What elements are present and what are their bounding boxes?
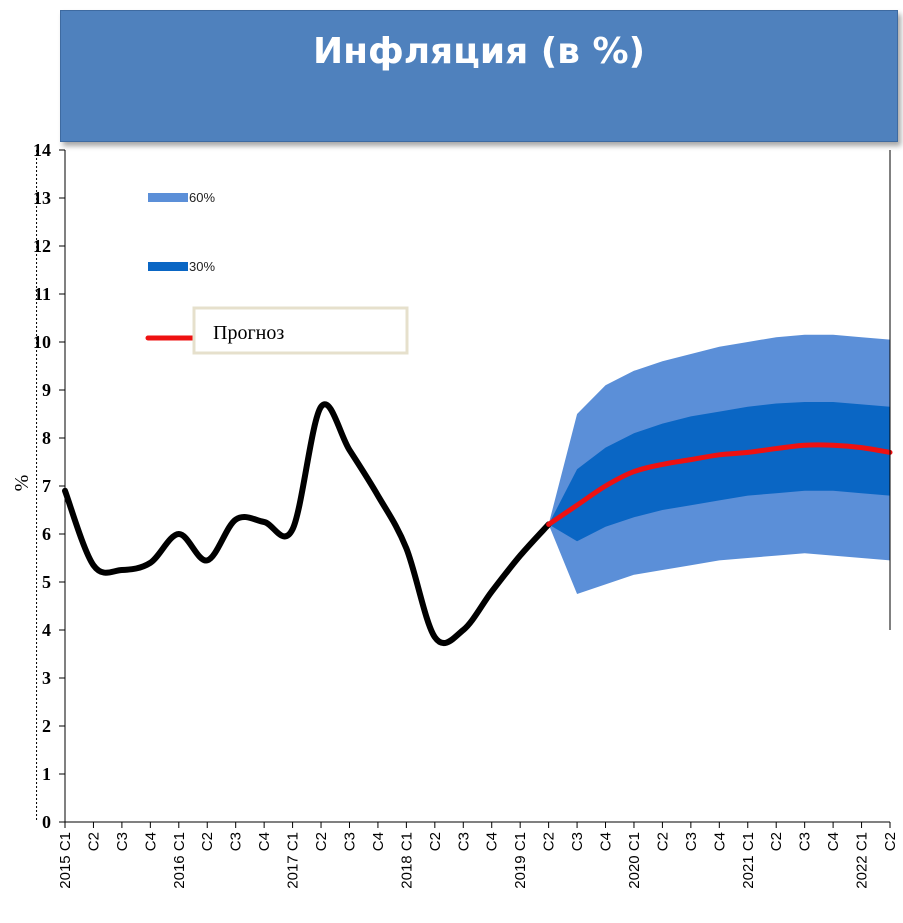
x-tick-label: С4: [142, 832, 159, 851]
x-tick-label: С3: [797, 832, 814, 851]
legend-swatch-30: [148, 262, 188, 271]
x-tick-label: С4: [256, 832, 273, 851]
y-tick-label: 14: [33, 140, 51, 160]
y-tick-label: 6: [42, 524, 51, 544]
forecast-line: [546, 442, 893, 527]
x-tick-label: 2019 С1: [512, 832, 529, 889]
x-tick-label: 2018 С1: [398, 832, 415, 889]
x-tick-label: С4: [711, 832, 728, 851]
y-tick-label: 12: [33, 236, 51, 256]
x-tick-label: 2017 С1: [285, 832, 302, 889]
x-tick-label: 2022 С1: [854, 832, 871, 889]
y-tick-label: 0: [42, 812, 51, 832]
x-tick-label: С2: [882, 832, 899, 851]
y-tick-label: 1: [42, 764, 51, 784]
actual-line: [62, 401, 552, 646]
x-tick-label: С4: [370, 832, 387, 851]
y-tick-label: 5: [42, 572, 51, 592]
x-tick-label: С4: [825, 832, 842, 851]
x-tick-label: С3: [228, 832, 245, 851]
y-axis-label: %: [11, 475, 33, 492]
x-tick-label: 2020 С1: [626, 832, 643, 889]
y-tick-label: 3: [42, 668, 51, 688]
confidence-bands: [548, 334, 890, 594]
title-banner: Инфляция (в %): [60, 10, 898, 142]
x-tick-label: С3: [683, 832, 700, 851]
y-tick-label: 7: [42, 476, 51, 496]
legend: 60% 30% Прогноз: [145, 190, 409, 355]
x-tick-label: С4: [484, 832, 501, 851]
x-tick-label: 2015 С1: [57, 832, 74, 889]
x-tick-label: С3: [341, 832, 358, 851]
legend-label-30: 30%: [189, 259, 215, 274]
x-tick-label: 2021 С1: [740, 832, 757, 889]
x-tick-label: 2016 С1: [171, 832, 188, 889]
series-lines: [62, 401, 893, 646]
y-tick-label: 11: [34, 284, 51, 304]
y-tick-label: 9: [42, 380, 51, 400]
x-tick-label: С2: [541, 832, 558, 851]
x-tick-label: С2: [654, 832, 671, 851]
y-tick-label: 10: [33, 332, 51, 352]
x-tick-label: С2: [313, 832, 330, 851]
x-tick-label: С3: [114, 832, 131, 851]
legend-swatch-60: [148, 193, 188, 202]
y-tick-label: 4: [42, 620, 51, 640]
y-tick-label: 8: [42, 428, 51, 448]
chart-title: Инфляция (в %): [312, 31, 646, 72]
x-tick-label: С3: [569, 832, 586, 851]
band-30pct: [548, 402, 890, 542]
y-tick-label: 2: [42, 716, 51, 736]
x-tick-label: С2: [768, 832, 785, 851]
legend-label-60: 60%: [189, 190, 215, 205]
legend-label-forecast: Прогноз: [213, 322, 284, 344]
x-tick-label: С3: [455, 832, 472, 851]
x-tick-label: С2: [85, 832, 102, 851]
x-tick-label: С2: [427, 832, 444, 851]
y-tick-label: 13: [33, 188, 51, 208]
legend-forecast-box: [192, 306, 409, 355]
x-tick-label: С4: [598, 832, 615, 851]
x-tick-label: С2: [199, 832, 216, 851]
